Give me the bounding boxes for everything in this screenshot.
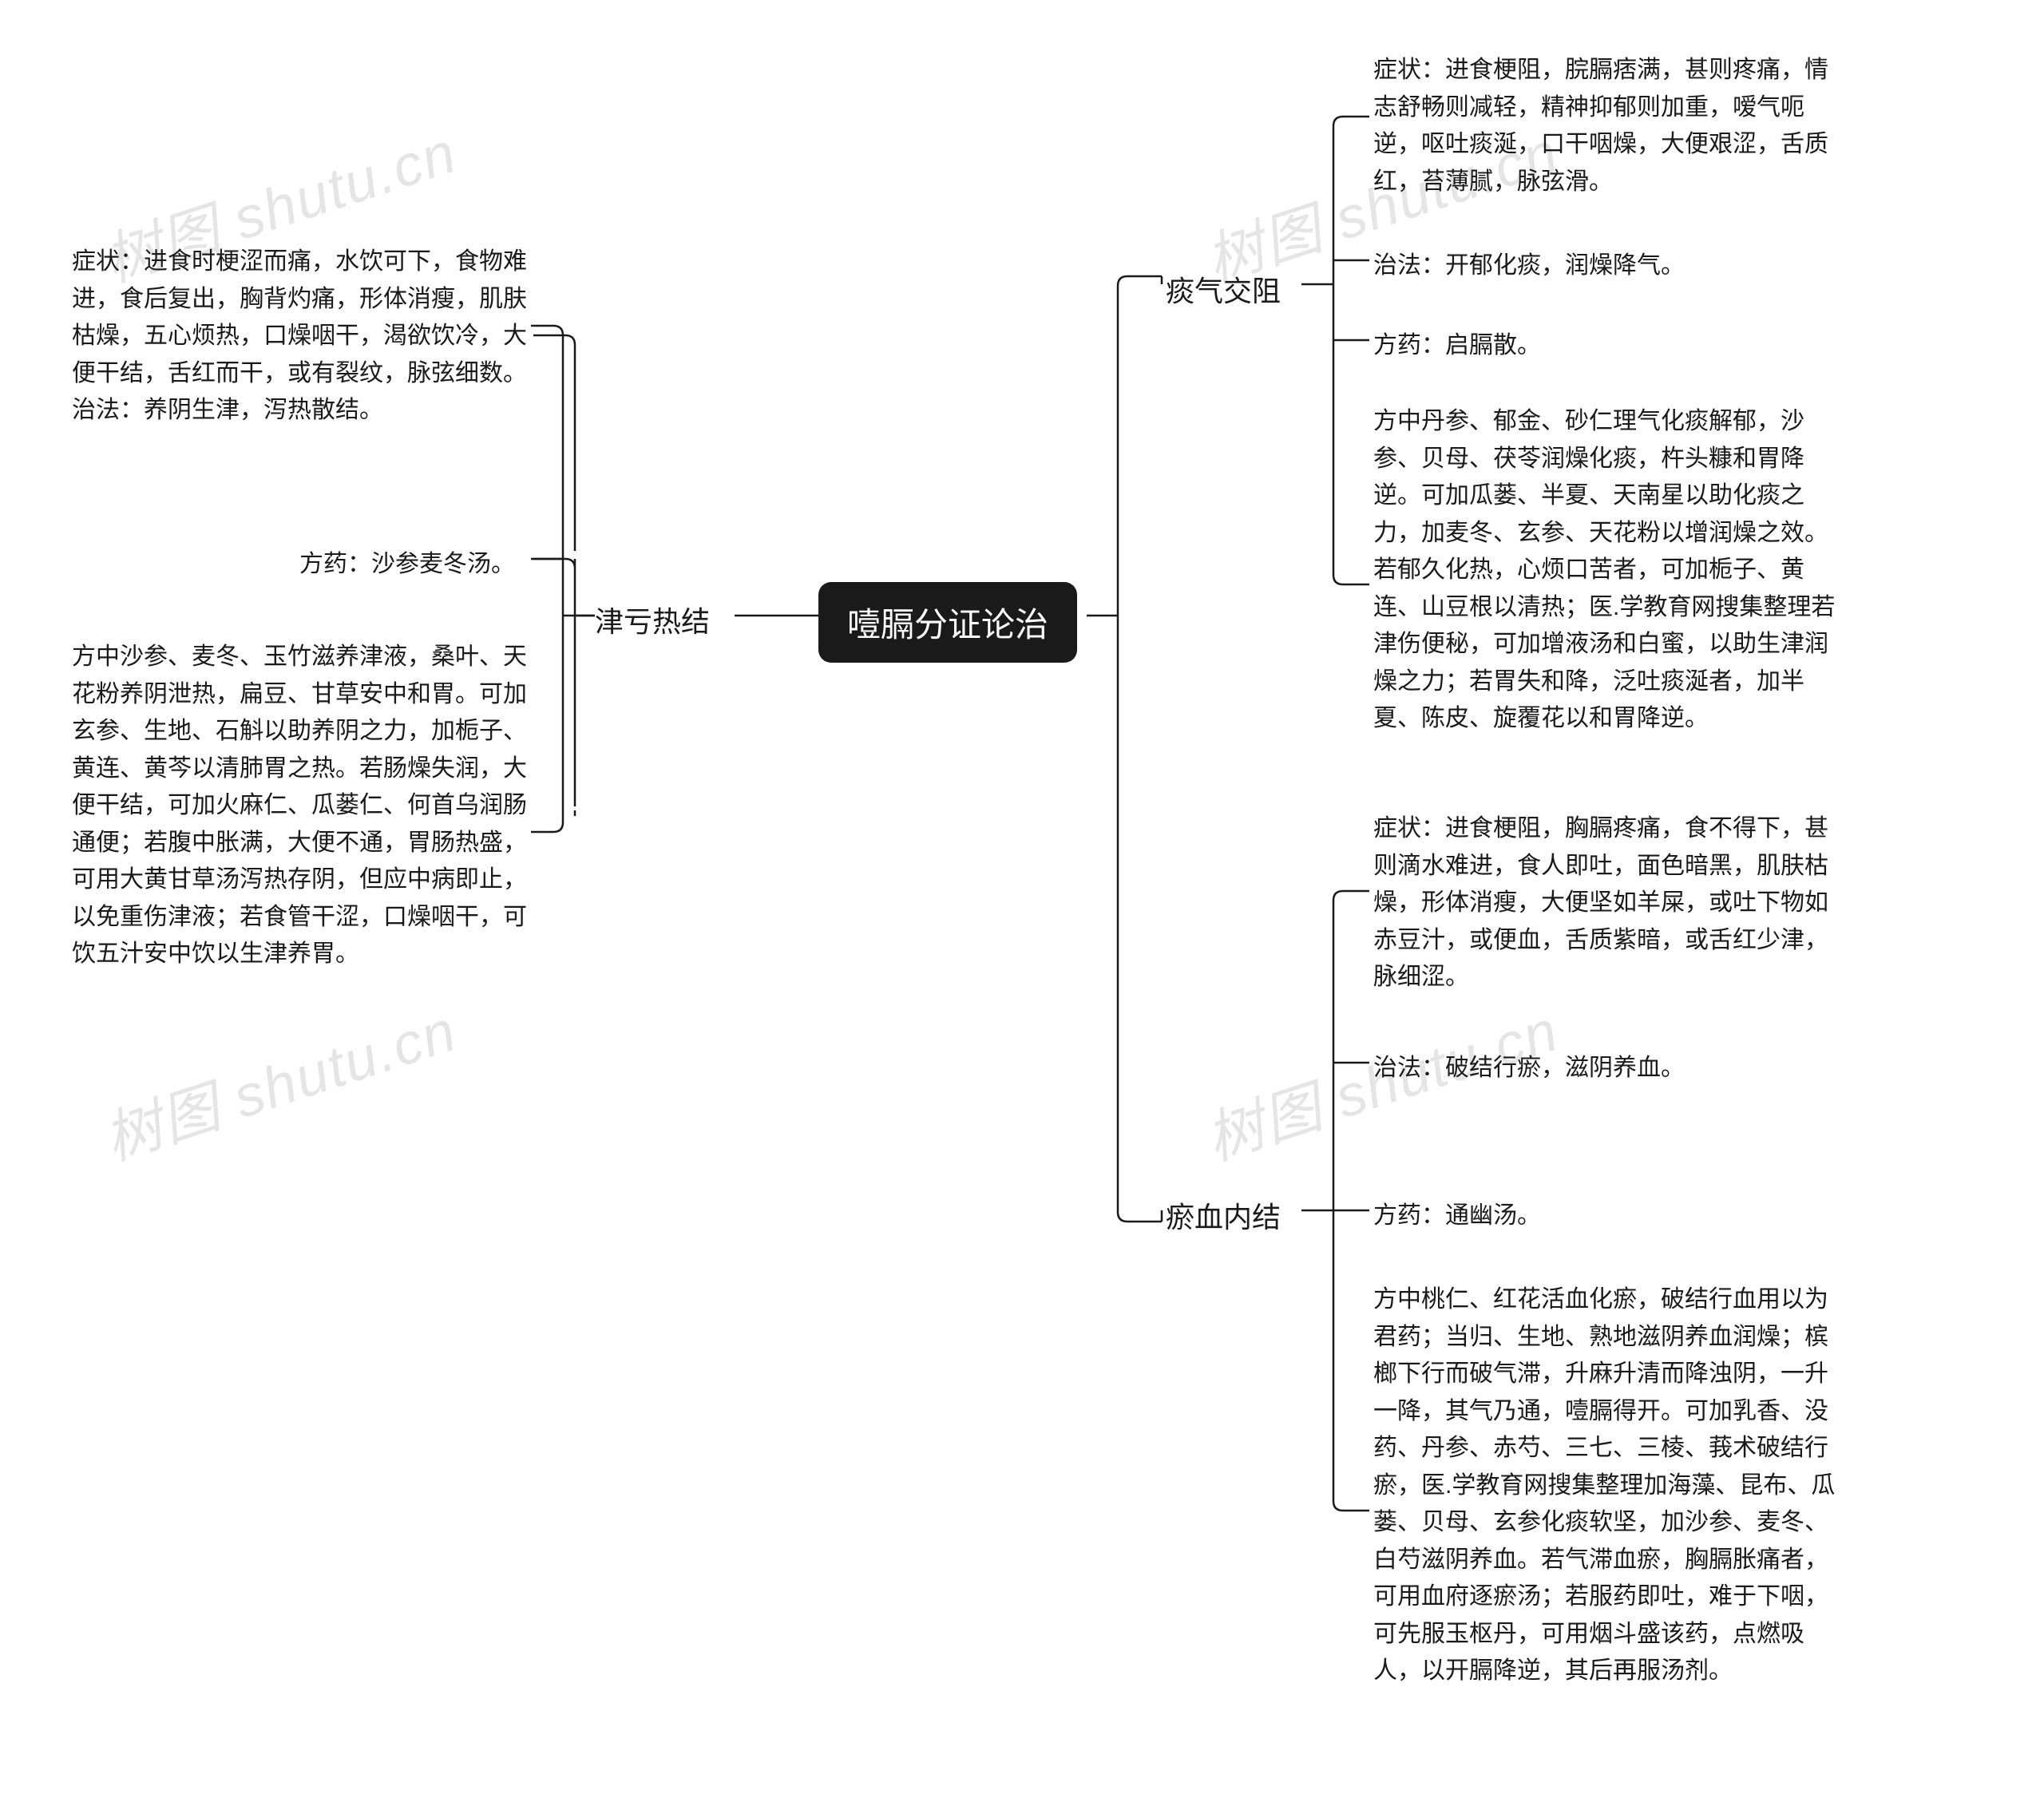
watermark: 树图 shutu.cn xyxy=(92,984,465,1176)
mindmap-root: 噎膈分证论治 xyxy=(818,582,1077,663)
leaf-node: 方中丹参、郁金、砂仁理气化痰解郁，沙参、贝母、茯苓润燥化痰，杵头糠和胃降逆。可加… xyxy=(1373,403,1836,738)
category-jin-kui-re-jie: 津亏热结 xyxy=(595,599,710,640)
root-label: 噎膈分证论治 xyxy=(847,606,1048,644)
leaf-node: 方药：沙参麦冬汤。 xyxy=(299,546,539,584)
leaf-node: 治法：开郁化痰，润燥降气。 xyxy=(1373,248,1836,285)
category-tan-qi-jiao-zu: 痰气交阻 xyxy=(1166,268,1281,310)
leaf-node: 方中桃仁、红花活血化瘀，破结行血用以为君药；当归、生地、熟地滋阴养血润燥；槟榔下… xyxy=(1373,1281,1836,1690)
leaf-node: 症状：进食时梗涩而痛，水饮可下，食物难进，食后复出，胸背灼痛，形体消瘦，肌肤枯燥… xyxy=(72,244,527,430)
category-yu-xue-nei-jie: 瘀血内结 xyxy=(1166,1194,1281,1236)
leaf-node: 症状：进食梗阻，胸膈疼痛，食不得下，甚则滴水难进，食人即吐，面色暗黑，肌肤枯燥，… xyxy=(1373,810,1836,996)
leaf-node: 症状：进食梗阻，脘膈痞满，甚则疼痛，情志舒畅则减轻，精神抑郁则加重，嗳气呃逆，呕… xyxy=(1373,52,1836,200)
leaf-node: 方药：启膈散。 xyxy=(1373,327,1836,365)
leaf-node: 方药：通幽汤。 xyxy=(1373,1198,1836,1235)
leaf-node: 方中沙参、麦冬、玉竹滋养津液，桑叶、天花粉养阴泄热，扁豆、甘草安中和胃。可加玄参… xyxy=(72,639,527,973)
leaf-node: 治法：破结行瘀，滋阴养血。 xyxy=(1373,1050,1836,1087)
